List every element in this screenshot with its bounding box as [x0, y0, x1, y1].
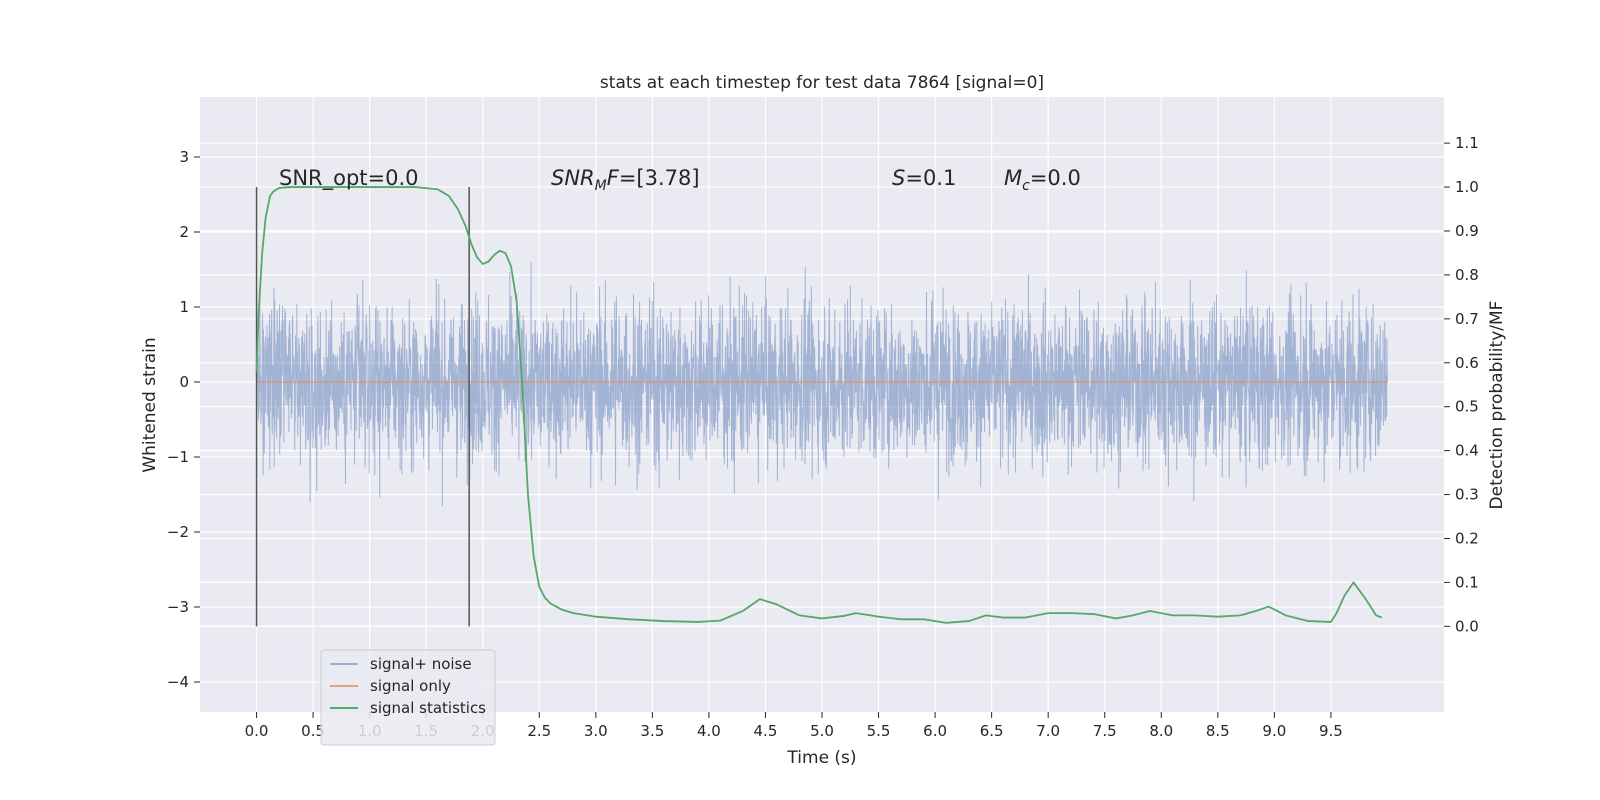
y-tick-label: −4	[167, 673, 189, 691]
legend-label-signal-only: signal only	[370, 677, 451, 695]
x-tick-label: 7.5	[1093, 722, 1117, 740]
y-tick-label: 1	[179, 298, 189, 316]
annotation-snr-opt: SNR_opt=0.0	[279, 166, 419, 191]
annotation-s-value: =0.1	[905, 166, 956, 190]
x-tick-label: 0.0	[245, 722, 269, 740]
y-right-tick-label: 1.1	[1455, 134, 1479, 152]
y-axis-right-label: Detection probability/MF	[1487, 301, 1507, 510]
y-right-tick-label: 0.3	[1455, 486, 1479, 504]
annotation-mc: Mc=0.0	[1004, 166, 1081, 194]
x-tick-label: 2.5	[527, 722, 551, 740]
legend: signal+ noise signal only signal statist…	[320, 649, 496, 746]
y-right-tick-label: 0.5	[1455, 398, 1479, 416]
x-tick-label: 0.5	[301, 722, 325, 740]
x-tick-label: 3.0	[584, 722, 608, 740]
annotation-s-symbol: S	[892, 166, 905, 190]
y-right-tick-label: 0.2	[1455, 529, 1479, 547]
x-tick-label: 8.0	[1149, 722, 1173, 740]
annotation-snr-mf: SNRMF=[3.78]	[551, 166, 700, 194]
x-tick-label: 4.5	[754, 722, 778, 740]
y-tick-label: 2	[179, 223, 189, 241]
y-right-tick-label: 0.9	[1455, 222, 1479, 240]
y-right-tick-label: 0.6	[1455, 354, 1479, 372]
legend-label-signal-statistics: signal statistics	[370, 699, 486, 717]
annotation-mc-value: =0.0	[1030, 166, 1081, 190]
y-right-tick-label: 0.8	[1455, 266, 1479, 284]
annotation-s: S=0.1	[892, 166, 956, 190]
annotations: SNR_opt=0.0 SNRMF=[3.78] S=0.1 Mc=0.0	[279, 166, 1081, 194]
y-tick-label: −3	[167, 598, 189, 616]
annotation-mc-subscript: c	[1022, 178, 1030, 194]
y-right-tick-label: 1.0	[1455, 178, 1479, 196]
x-tick-label: 7.0	[1036, 722, 1060, 740]
y-tick-label: −2	[167, 523, 189, 541]
signal-noise-line	[256, 262, 1388, 507]
x-tick-label: 9.0	[1262, 722, 1286, 740]
chart-title: stats at each timestep for test data 786…	[600, 73, 1044, 93]
x-tick-label: 5.0	[810, 722, 834, 740]
x-tick-label: 6.0	[923, 722, 947, 740]
vertical-markers	[255, 187, 470, 627]
x-tick-label: 8.5	[1206, 722, 1230, 740]
y-right-tick-label: 0.1	[1455, 573, 1479, 591]
x-tick-label: 4.0	[697, 722, 721, 740]
x-tick-label: 9.5	[1319, 722, 1343, 740]
annotation-snr-mf-letter: F	[607, 166, 620, 190]
y-tick-label: 3	[179, 148, 189, 166]
annotation-mc-symbol: M	[1004, 166, 1022, 190]
legend-label-signal-noise: signal+ noise	[370, 655, 472, 673]
x-tick-label: 6.5	[980, 722, 1004, 740]
signal-statistics-line	[255, 186, 1383, 624]
x-tick-label: 3.5	[640, 722, 664, 740]
legend-box	[320, 649, 496, 746]
y-right-tick-label: 0.0	[1455, 617, 1479, 635]
annotation-snr-mf-value: =[3.78]	[619, 166, 700, 190]
y-right-tick-label: 0.7	[1455, 310, 1479, 328]
annotation-snr-mf-symbol: SNR	[551, 166, 595, 190]
y-axis-label: Whitened strain	[140, 337, 160, 472]
x-tick-label: 5.5	[867, 722, 891, 740]
y-right-tick-label: 0.4	[1455, 442, 1479, 460]
y-tick-label: −1	[167, 448, 189, 466]
annotation-snr-mf-subscript: M	[595, 178, 607, 194]
x-axis-label: Time (s)	[786, 748, 856, 768]
signal-noise-series	[256, 262, 1388, 507]
y-tick-label: 0	[179, 373, 189, 391]
signal-statistics-series	[255, 186, 1383, 624]
